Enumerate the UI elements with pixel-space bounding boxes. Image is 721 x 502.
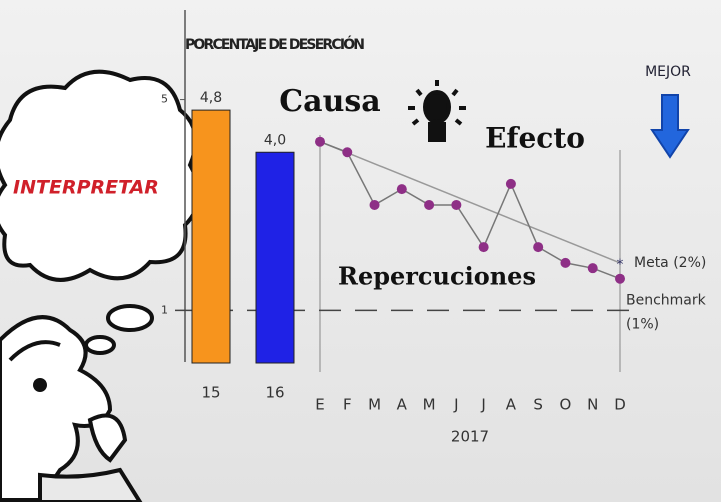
line-point (533, 242, 544, 253)
annotation: MEJOR (645, 64, 691, 80)
x-tick-label: N (587, 396, 598, 414)
annotation: INTERPRETAR (13, 177, 159, 199)
line-point (424, 199, 435, 210)
bar-value-label: 4,0 (264, 132, 286, 148)
cartoon-man (0, 315, 143, 502)
chart-title: PORCENTAJE DE DESERCIÓN (185, 35, 365, 53)
x-tick-label: J (480, 396, 485, 414)
line-point (342, 147, 353, 158)
line-point (587, 263, 598, 274)
arrow-down-icon (650, 94, 690, 159)
x-tick-label: D (614, 396, 626, 414)
line-point (560, 257, 571, 268)
trend-line (319, 141, 621, 264)
thought-cloud (0, 69, 201, 282)
bar (255, 151, 295, 364)
x-tick-label: M (368, 396, 381, 414)
line-point (396, 184, 407, 195)
annotation: Efecto (485, 122, 585, 155)
bar (191, 109, 231, 364)
y-tick-label: 1 (161, 303, 168, 316)
x-tick-label: M (423, 396, 436, 414)
x-tick-label: A (397, 396, 408, 414)
line-point (315, 136, 325, 147)
x-tick-label: O (560, 396, 572, 414)
y-tick-label: 5 (161, 93, 168, 106)
annotation: Repercuciones (338, 262, 536, 291)
line-point (615, 273, 625, 284)
x-tick-label: F (343, 396, 352, 414)
thought-bubble (106, 304, 154, 332)
x-tick-label: E (315, 396, 324, 414)
benchmark-label: Benchmark (626, 292, 707, 308)
annotation: Causa (279, 84, 380, 119)
lightbulb-icon (408, 80, 466, 142)
line-point (451, 199, 462, 210)
thought-bubble (84, 335, 116, 355)
line-point (369, 199, 380, 210)
line-point (478, 242, 489, 253)
meta-star: * (617, 257, 624, 273)
bar-value-label: 4,8 (200, 90, 222, 106)
meta-label: Meta (2%) (634, 255, 706, 271)
x-axis-label: 2017 (451, 428, 489, 446)
x-tick-label: S (533, 396, 543, 414)
x-tick-label: A (506, 396, 517, 414)
line-point (505, 178, 516, 189)
x-tick-label: 16 (265, 384, 284, 402)
x-tick-label: 15 (201, 384, 220, 402)
x-tick-label: J (453, 396, 458, 414)
benchmark-sublabel: (1%) (626, 316, 659, 332)
